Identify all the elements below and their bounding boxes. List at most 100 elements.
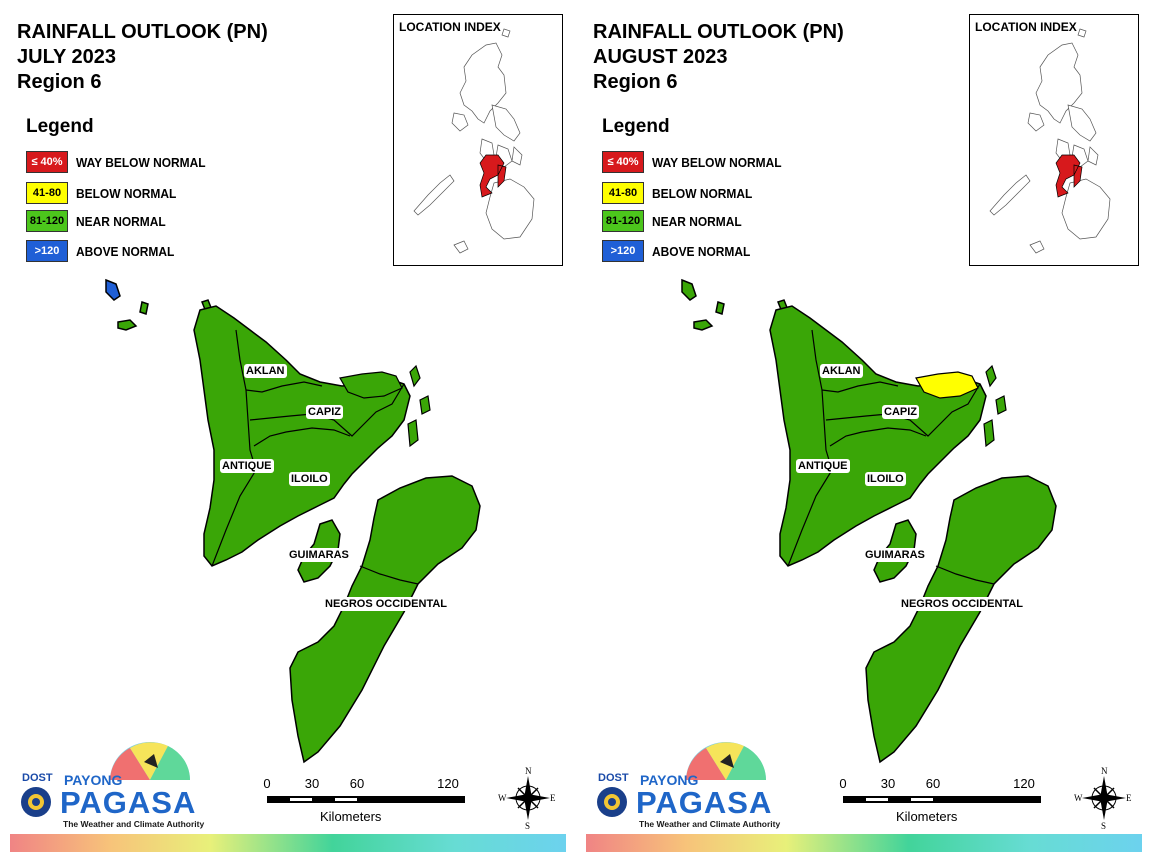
logo-tagline: The Weather and Climate Authority [639,819,781,829]
islet [983,419,995,448]
scale-unit: Kilometers [320,809,382,824]
logo-dost: DOST [598,772,629,784]
legend-label: NEAR NORMAL [652,213,742,229]
inset-title: LOCATION INDEX [399,20,501,34]
legend-item-below: 41-80 BELOW NORMAL [602,181,761,205]
province-label-capiz: CAPIZ [306,405,343,419]
islet [407,419,419,448]
capiz-northeast-area [915,371,979,399]
legend-swatch: >120 [26,240,68,262]
region-6-map [105,278,481,764]
color-gradient-strip [10,834,566,852]
compass-e: E [1126,793,1132,803]
legend-swatch: 41-80 [26,182,68,204]
region-6-highlight [479,154,507,198]
legend-label: ABOVE NORMAL [652,243,751,259]
compass-icon: N S W E [498,766,556,831]
islet [995,395,1007,415]
legend-swatch: >120 [602,240,644,262]
inset-title: LOCATION INDEX [975,20,1077,34]
color-gradient-strip [586,834,1142,852]
negros-boundary [935,565,995,585]
legend-label: ABOVE NORMAL [76,243,175,259]
title-line-2: JULY 2023 [17,46,116,68]
negros-boundary [359,565,419,585]
title-line-2: AUGUST 2023 [593,46,728,68]
islet [419,395,431,415]
umbrella-logo-icon [21,742,191,817]
province-label-iloilo: ILOILO [289,472,330,486]
pagasa-logo: DOST PAYONG PAGASA The Weather and Clima… [592,740,780,836]
scale-tick: 120 [1013,776,1035,791]
legend-title: Legend [602,116,670,137]
legend-label: WAY BELOW NORMAL [652,154,782,170]
philippines-inset-map [989,28,1111,254]
province-label-negros-occidental: NEGROS OCCIDENTAL [899,597,1026,611]
scale-tick: 120 [437,776,459,791]
title-line-3: Region 6 [17,71,102,93]
logo-dost: DOST [22,772,53,784]
legend-item-way-below: ≤ 40% WAY BELOW NORMAL [602,150,793,174]
philippines-inset-map [413,28,535,254]
province-label-antique: ANTIQUE [220,459,274,473]
legend-swatch: ≤ 40% [602,151,644,173]
scale-tick: 0 [839,776,847,791]
title-line-3: Region 6 [593,71,678,93]
compass-w: W [498,793,507,803]
scale-segment [911,798,933,801]
location-index-inset: LOCATION INDEX [969,14,1139,266]
scale-bar-graphic [267,796,465,803]
legend-swatch: 81-120 [26,210,68,232]
legend-label: WAY BELOW NORMAL [76,154,206,170]
legend-swatch: ≤ 40% [26,151,68,173]
scale-segment [866,798,888,801]
province-label-capiz: CAPIZ [882,405,919,419]
compass-s: S [1101,821,1106,830]
province-label-guimaras: GUIMARAS [863,548,927,562]
scale-segment [290,798,312,801]
scale-tick: 60 [925,776,941,791]
legend-item-near: 81-120 NEAR NORMAL [602,209,750,233]
logo-pagasa: PAGASA [636,785,773,820]
region-6-map [681,278,1057,764]
logo-tagline: The Weather and Climate Authority [63,819,205,829]
scale-tick: 30 [880,776,896,791]
compass-s: S [525,821,530,830]
compass-icon: N S W E [1074,766,1132,831]
umbrella-logo-icon [597,742,767,817]
islet [715,301,725,315]
scale-bar: 0 30 60 120 Kilometers [838,776,1043,836]
islet [693,319,714,331]
legend-item-below: 41-80 BELOW NORMAL [26,181,185,205]
compass-w: W [1074,793,1083,803]
iloilo-boundary [253,427,351,447]
islet [985,364,997,388]
compass-rose: N S W E [1074,764,1134,831]
legend-swatch: 41-80 [602,182,644,204]
logo-payong: PAYONG [640,772,699,788]
aklan-capiz-boundary [245,381,323,393]
map-title: RAINFALL OUTLOOK (PN) JULY 2023 Region 6 [17,20,268,95]
islet [117,319,138,331]
title-line-1: RAINFALL OUTLOOK (PN) [17,21,268,43]
legend-item-above: >120 ABOVE NORMAL [26,239,183,263]
capiz-iloilo-boundary [249,383,405,437]
islet [409,364,421,388]
outlook-panel-august: RAINFALL OUTLOOK (PN) AUGUST 2023 Region… [576,0,1152,864]
legend-item-way-below: ≤ 40% WAY BELOW NORMAL [26,150,217,174]
province-label-negros-occidental: NEGROS OCCIDENTAL [323,597,450,611]
scale-bar-graphic [843,796,1041,803]
scale-tick: 60 [349,776,365,791]
antique-boundary [787,329,833,567]
islet [139,301,149,315]
legend-label: BELOW NORMAL [652,185,753,201]
province-label-aklan: AKLAN [244,364,287,378]
legend-label: BELOW NORMAL [76,185,177,201]
legend-item-near: 81-120 NEAR NORMAL [26,209,174,233]
aklan-capiz-boundary [821,381,899,393]
compass-n: N [1101,766,1108,776]
negros-island [865,475,1057,764]
province-label-aklan: AKLAN [820,364,863,378]
logo-payong: PAYONG [64,772,123,788]
title-line-1: RAINFALL OUTLOOK (PN) [593,21,844,43]
